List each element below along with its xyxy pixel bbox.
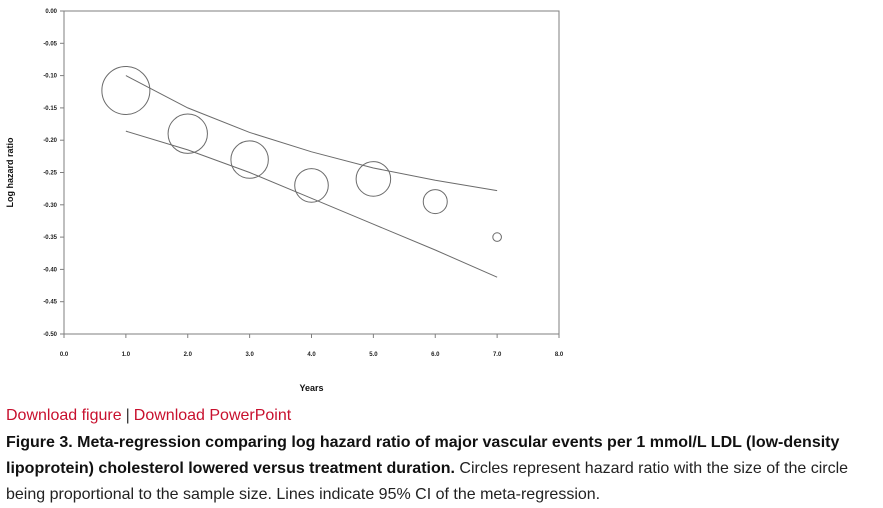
meta-regression-chart: 0.0 1.0 2.0 3.0 4.0 5.0 6.0 7.0 8.0 0.00 -0.05 -0.… bbox=[5, 9, 564, 393]
download-figure-link[interactable]: Download figure bbox=[6, 407, 122, 424]
x-tick-label: 1.0 bbox=[122, 352, 131, 358]
y-tick-label: -0.15 bbox=[43, 106, 57, 112]
y-tick-label: -0.50 bbox=[43, 332, 57, 338]
y-tick-label: -0.45 bbox=[43, 300, 57, 306]
x-axis-ticks: 0.0 1.0 2.0 3.0 4.0 5.0 6.0 7.0 8.0 bbox=[60, 334, 564, 358]
link-separator: | bbox=[125, 407, 130, 424]
data-point bbox=[294, 168, 329, 203]
y-axis-title: Log hazard ratio bbox=[5, 137, 15, 208]
caption-text: Circles represent hazard ratio with the … bbox=[6, 460, 849, 503]
data-point bbox=[230, 140, 269, 179]
x-tick-label: 7.0 bbox=[493, 352, 502, 358]
x-tick-label: 3.0 bbox=[245, 352, 254, 358]
x-tick-label: 5.0 bbox=[369, 352, 378, 358]
y-axis-ticks: 0.00 -0.05 -0.10 -0.15 -0.20 -0.25 -0.30 -0.35 -… bbox=[43, 9, 64, 338]
data-point bbox=[101, 65, 151, 115]
ci-upper-line bbox=[125, 75, 498, 192]
x-axis-title: Years bbox=[299, 383, 323, 393]
x-tick-label: 6.0 bbox=[431, 352, 440, 358]
data-points bbox=[101, 65, 502, 242]
data-point bbox=[422, 189, 448, 215]
data-point bbox=[167, 113, 208, 154]
download-links: Download figure | Download PowerPoint bbox=[6, 405, 291, 427]
x-tick-label: 2.0 bbox=[184, 352, 193, 358]
y-tick-label: -0.40 bbox=[43, 267, 57, 273]
figure-caption: Figure 3. Meta-regression comparing log … bbox=[6, 430, 881, 508]
download-powerpoint-link[interactable]: Download PowerPoint bbox=[133, 407, 292, 424]
x-tick-label: 0.0 bbox=[60, 352, 69, 358]
data-point bbox=[355, 161, 392, 197]
y-tick-label: -0.10 bbox=[43, 74, 57, 80]
plot-frame bbox=[63, 10, 560, 335]
x-tick-label: 8.0 bbox=[555, 352, 564, 358]
caption-title: Figure 3. Meta-regression comparing log … bbox=[6, 434, 840, 477]
y-tick-label: -0.20 bbox=[43, 138, 57, 144]
y-tick-label: 0.00 bbox=[45, 9, 57, 15]
data-point bbox=[492, 232, 502, 242]
confidence-interval-lines bbox=[125, 75, 498, 278]
y-tick-label: -0.25 bbox=[43, 171, 57, 177]
y-tick-label: -0.35 bbox=[43, 235, 57, 241]
y-tick-label: -0.30 bbox=[43, 203, 57, 209]
ci-lower-line bbox=[125, 130, 498, 278]
y-tick-label: -0.05 bbox=[43, 41, 57, 47]
x-tick-label: 4.0 bbox=[307, 352, 316, 358]
